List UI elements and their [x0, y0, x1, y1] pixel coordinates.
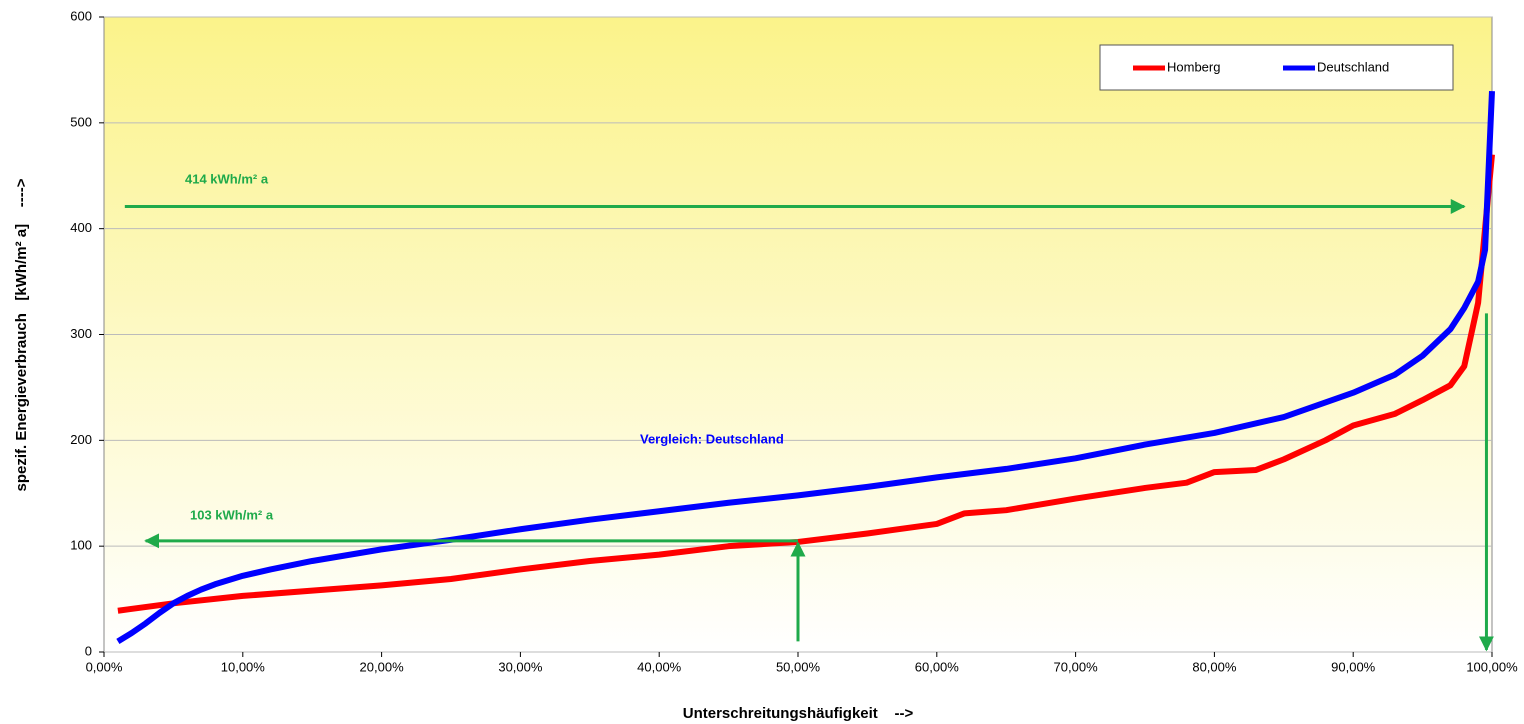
line-series — [117, 154, 1495, 614]
x-axis-title: Unterschreitungshäufigkeit --> — [683, 705, 914, 722]
legend-label: Homberg — [1167, 59, 1220, 74]
y-axis-title: spezif. Energieverbrauch [kWh/m² a] ----… — [13, 178, 30, 491]
x-tick-label: 50,00% — [776, 659, 821, 674]
y-tick-label: 0 — [85, 643, 92, 658]
y-tick-label: 200 — [70, 432, 92, 447]
y-tick-label: 600 — [70, 8, 92, 23]
y-tick-label: 100 — [70, 538, 92, 553]
y-tick-label: 300 — [70, 326, 92, 341]
x-tick-label: 10,00% — [221, 659, 266, 674]
annotation: 414 kWh/m² a — [185, 171, 269, 186]
y-tick-label: 400 — [70, 220, 92, 235]
line-series — [116, 90, 1495, 644]
annotation: 103 kWh/m² a — [190, 507, 274, 522]
x-tick-label: 40,00% — [637, 659, 682, 674]
x-tick-label: 80,00% — [1192, 659, 1237, 674]
annotation: Vergleich: Deutschland — [640, 431, 784, 446]
x-tick-label: 0,00% — [86, 659, 123, 674]
legend-box — [1099, 44, 1454, 91]
x-tick-label: 100,00% — [1466, 659, 1518, 674]
y-tick-label: 500 — [70, 114, 92, 129]
x-tick-label: 90,00% — [1331, 659, 1376, 674]
x-tick-label: 70,00% — [1054, 659, 1099, 674]
x-tick-label: 20,00% — [360, 659, 405, 674]
legend-label: Deutschland — [1317, 59, 1389, 74]
x-tick-label: 30,00% — [498, 659, 543, 674]
x-tick-label: 60,00% — [915, 659, 960, 674]
